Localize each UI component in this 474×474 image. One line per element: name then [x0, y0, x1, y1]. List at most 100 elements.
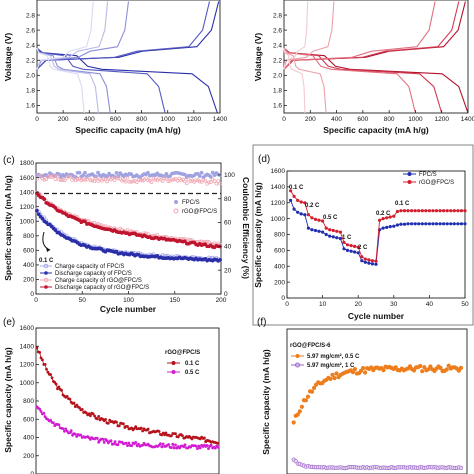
- point-3: [36, 212, 41, 217]
- rate-point-2: [388, 215, 392, 219]
- loading-point-1: [420, 369, 425, 374]
- panel-a-ytick-label: 1.6: [26, 103, 35, 110]
- panel-c-ytick-right-label: 100: [224, 172, 235, 179]
- rate-point-1: [399, 222, 403, 226]
- rate-point-1: [449, 222, 453, 226]
- panel-c-ylabel-right: Coulombic Efficiency (%): [241, 177, 251, 279]
- rate-point-2: [463, 209, 467, 213]
- long-cycle-point-2: [196, 447, 199, 450]
- panel-c-ytick-label: 1200: [20, 204, 35, 211]
- long-cycle-point-1: [139, 426, 143, 430]
- loading-point-1: [299, 404, 305, 409]
- long-cycle-point-1: [38, 351, 42, 354]
- panel-b-xtick-label: 200: [305, 116, 316, 123]
- point-1: [53, 177, 58, 181]
- rate-point-1: [289, 198, 293, 202]
- long-cycle-point-2: [194, 444, 198, 448]
- rate-point-2: [459, 209, 463, 213]
- rate-point-1: [321, 230, 325, 234]
- panel-c-xlabel: Cycle number: [100, 304, 157, 314]
- rate-point-2: [424, 209, 428, 213]
- point-1: [164, 176, 169, 181]
- rate-point-2: [296, 198, 300, 202]
- panel-b-xtick-label: 400: [331, 116, 342, 123]
- point-4: [207, 240, 211, 244]
- point-1: [92, 179, 97, 184]
- rate-point-1: [417, 222, 421, 226]
- discharge-curve-5: [283, 48, 306, 114]
- panel-b-ytick-label: 2.6: [273, 27, 282, 34]
- rate-point-1: [420, 222, 424, 226]
- long-cycle-point-1: [176, 435, 180, 439]
- panel-a-ytick-label: 2.4: [26, 42, 35, 49]
- long-cycle-point-1: [134, 425, 138, 428]
- panel-d-label: (d): [258, 154, 270, 165]
- long-cycle-point-1: [91, 412, 95, 416]
- panel-c-legend-2: Discharge capacity of FPC/S: [55, 271, 132, 277]
- rate-label-1: 0.1 C: [289, 185, 304, 191]
- rate-label-3: 0.5 C: [323, 215, 338, 221]
- rate-point-1: [360, 259, 364, 263]
- long-cycle-point-1: [115, 420, 118, 424]
- point-1: [175, 178, 180, 183]
- rate-point-2: [413, 209, 417, 213]
- panel-c-legend-4: Discharge capacity of rGO@FPC/S: [55, 285, 149, 291]
- point-1: [48, 174, 52, 179]
- point-1: [44, 177, 49, 182]
- point-1: [125, 175, 130, 180]
- long-cycle-point-2: [197, 444, 201, 448]
- panel-b-voltage-profile: 0 200 400 600 800 1000 1200 1400 1.6 1.8 2.0 2.2 2.4…: [253, 0, 474, 135]
- panel-b-ylabel: Volatage (V): [253, 33, 263, 82]
- panel-d-legend-marker-2: [407, 180, 412, 184]
- point-1: [186, 177, 191, 181]
- point-1: [199, 179, 204, 184]
- rate-point-2: [442, 209, 446, 213]
- panel-b-xtick-label: 1200: [434, 116, 449, 123]
- rate-point-2: [367, 258, 371, 262]
- panel-e-long-cycling: (e) 0 200 400 600 800 1000 1200 1400 1600 rGO@FP…: [3, 317, 220, 474]
- rate-point-2: [399, 209, 403, 213]
- panel-b-ytick-label: 2.2: [273, 57, 282, 64]
- panel-b-xtick-label: 0: [282, 116, 286, 123]
- panel-e-ytick-label: 0: [30, 471, 34, 474]
- rate-point-2: [431, 209, 435, 213]
- long-cycle-point-2: [213, 446, 217, 450]
- panel-d-legend-marker-1: [407, 172, 412, 176]
- loading-point-2: [458, 465, 464, 471]
- point-1: [160, 178, 165, 183]
- point-0: [208, 175, 213, 179]
- point-1: [42, 177, 47, 182]
- long-cycle-point-1: [117, 424, 121, 428]
- long-cycle-point-1: [45, 367, 48, 371]
- panel-d-xtick-label: 40: [426, 301, 434, 308]
- long-cycle-point-1: [106, 421, 110, 425]
- rate-point-1: [313, 228, 318, 233]
- rate-point-2: [321, 219, 325, 223]
- panel-c-legend-marker-2: [44, 271, 48, 275]
- rate-point-2: [420, 209, 424, 213]
- panel-f-legend-marker-2: [295, 362, 300, 368]
- panel-a-ytick-label: 2.6: [26, 27, 35, 34]
- long-cycle-point-2: [127, 441, 131, 445]
- point-0: [164, 171, 169, 176]
- point-0: [81, 173, 86, 178]
- panel-b-curves: [283, 1, 469, 114]
- long-cycle-point-1: [60, 389, 63, 392]
- long-cycle-point-2: [171, 442, 175, 446]
- panel-e-ticks: 0 200 400 600 800 1000 1200 1400 1600: [20, 325, 39, 474]
- panel-c-ce-legend-marker-1: [174, 200, 178, 204]
- panel-c-xtick-label: 150: [169, 297, 180, 304]
- loading-point-1: [312, 385, 317, 391]
- rate-point-1: [292, 207, 296, 211]
- point-1: [146, 178, 150, 182]
- long-cycle-point-2: [38, 407, 42, 411]
- long-cycle-point-2: [101, 437, 105, 441]
- panel-d-xlabel: Cycle number: [348, 311, 405, 321]
- point-0: [168, 174, 172, 178]
- point-1: [171, 177, 176, 182]
- rate-point-2: [385, 216, 389, 220]
- long-cycle-point-2: [134, 441, 138, 444]
- long-cycle-point-2: [116, 443, 120, 447]
- long-cycle-point-1: [39, 356, 43, 360]
